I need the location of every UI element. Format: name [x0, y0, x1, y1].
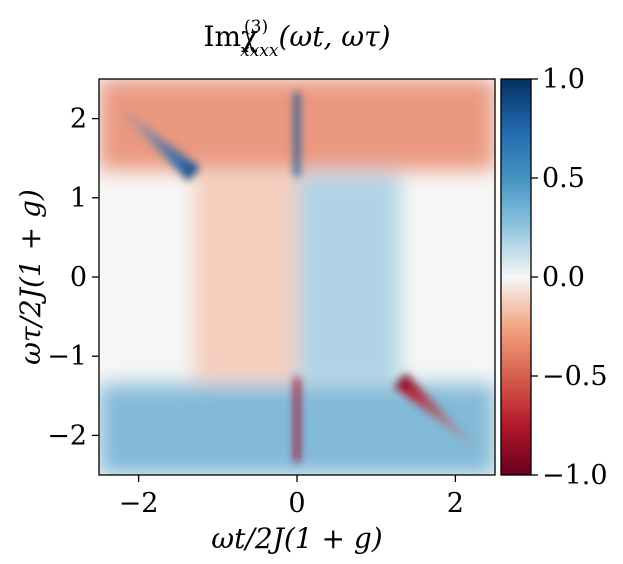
x-tick-label: 0 — [288, 488, 305, 519]
center-left-region — [194, 174, 297, 380]
y-tick-label: 2 — [70, 104, 87, 135]
colorbar-tick-label: −1.0 — [542, 460, 608, 491]
colorbar-axis: −1.0 −0.5 0.0 0.5 1.0 — [531, 64, 608, 491]
x-axis-title: ωt/2J(1 + g) — [211, 522, 382, 555]
center-right-region — [297, 174, 400, 380]
colorbar-tick-label: 0.5 — [542, 163, 585, 194]
positive-diagonal-streak — [121, 109, 201, 181]
y-tick-label: 0 — [70, 262, 87, 293]
colorbar-tick-label: 0.0 — [542, 262, 585, 293]
colorbar-tick-label: −0.5 — [542, 361, 608, 392]
y-tick-label: 1 — [70, 183, 87, 214]
colorbar-tick-label: 1.0 — [542, 64, 585, 95]
x-tick-label: −2 — [119, 488, 159, 519]
chart-title: Imχ(3) xxxx(ωt, ωτ) — [203, 17, 390, 61]
x-axis: −2 0 2 — [119, 475, 464, 519]
negative-diagonal-streak — [393, 373, 473, 445]
heatmap-area — [99, 79, 495, 475]
colorbar — [500, 78, 532, 476]
y-axis: −2 −1 0 1 2 — [47, 104, 99, 451]
x-tick-label: 2 — [447, 488, 464, 519]
y-axis-title: ωτ/2J(1 + g) — [14, 189, 47, 365]
y-tick-label: −1 — [47, 341, 87, 372]
y-tick-label: −2 — [47, 420, 87, 451]
